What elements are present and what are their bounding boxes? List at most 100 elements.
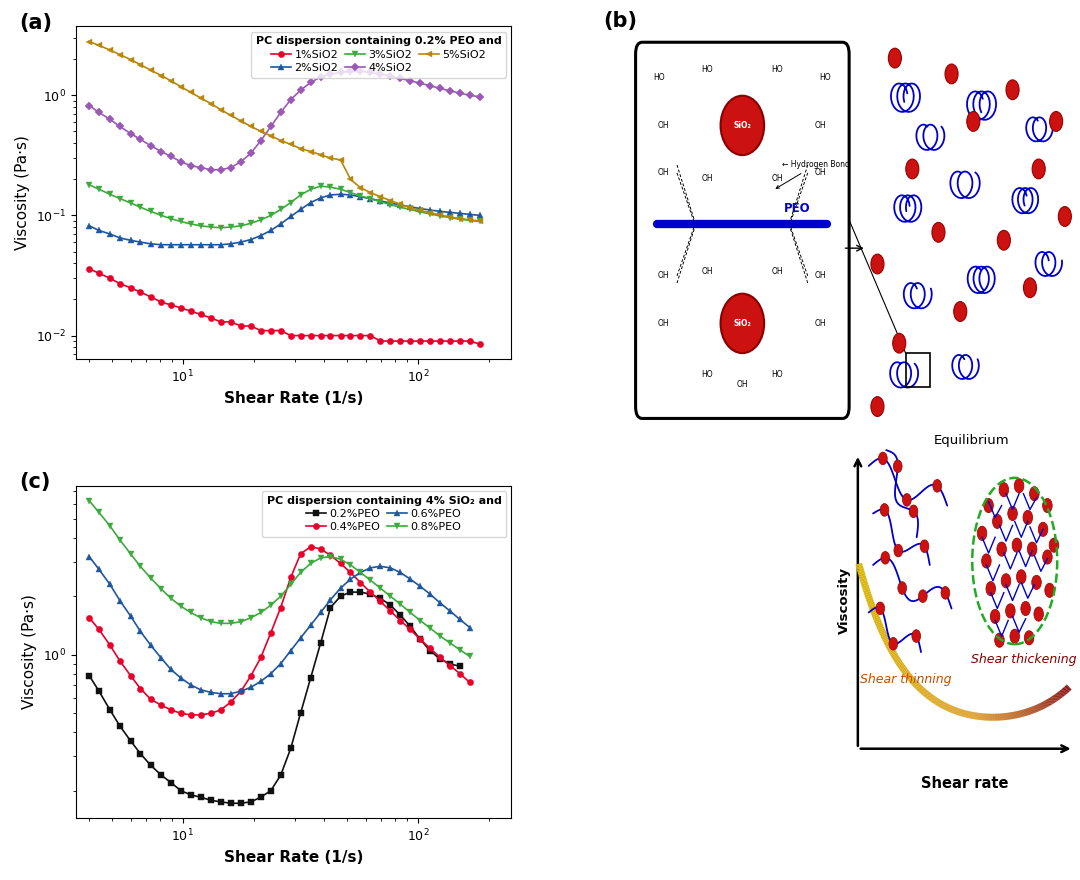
5%SiO2 bbox=[234, 116, 247, 127]
0.2%PEO bbox=[174, 785, 187, 796]
2%SiO2 bbox=[364, 194, 377, 204]
0.6%PEO bbox=[214, 688, 227, 699]
0.2%PEO bbox=[383, 600, 396, 611]
1%SiO2 bbox=[265, 326, 278, 336]
2%SiO2 bbox=[93, 225, 106, 236]
0.8%PEO bbox=[134, 561, 147, 572]
3%SiO2 bbox=[104, 189, 117, 200]
5%SiO2 bbox=[414, 205, 427, 216]
0.2%PEO bbox=[324, 602, 337, 612]
1%SiO2 bbox=[225, 317, 238, 327]
0.8%PEO bbox=[314, 553, 327, 563]
3%SiO2 bbox=[423, 209, 436, 219]
0.4%PEO bbox=[265, 627, 278, 638]
Text: OH: OH bbox=[771, 174, 783, 183]
Text: HO: HO bbox=[702, 65, 713, 75]
5%SiO2 bbox=[164, 76, 177, 86]
Ellipse shape bbox=[997, 542, 1007, 556]
3%SiO2 bbox=[185, 218, 198, 229]
4%SiO2 bbox=[423, 80, 436, 91]
Ellipse shape bbox=[1050, 112, 1063, 131]
1%SiO2 bbox=[185, 305, 198, 316]
1%SiO2 bbox=[104, 273, 117, 283]
4%SiO2 bbox=[394, 73, 407, 84]
4%SiO2 bbox=[144, 141, 157, 151]
5%SiO2 bbox=[444, 212, 457, 223]
Text: HO: HO bbox=[771, 370, 783, 379]
5%SiO2 bbox=[225, 110, 238, 121]
4%SiO2 bbox=[113, 121, 126, 132]
0.6%PEO bbox=[225, 688, 238, 699]
0.2%PEO bbox=[113, 721, 126, 731]
Ellipse shape bbox=[1029, 487, 1039, 501]
4%SiO2 bbox=[164, 151, 177, 162]
Ellipse shape bbox=[903, 494, 912, 506]
0.4%PEO bbox=[104, 640, 117, 650]
0.2%PEO bbox=[93, 686, 106, 696]
Ellipse shape bbox=[918, 590, 928, 603]
Ellipse shape bbox=[881, 552, 890, 564]
1%SiO2 bbox=[113, 278, 126, 289]
0.2%PEO bbox=[234, 798, 247, 809]
2%SiO2 bbox=[433, 206, 446, 216]
Ellipse shape bbox=[889, 637, 897, 650]
Line: 0.4%PEO: 0.4%PEO bbox=[86, 544, 473, 718]
Ellipse shape bbox=[1031, 576, 1041, 590]
Text: OH: OH bbox=[815, 271, 826, 281]
Text: Shear thickening: Shear thickening bbox=[971, 654, 1076, 666]
4%SiO2 bbox=[134, 134, 147, 144]
3%SiO2 bbox=[444, 212, 457, 223]
5%SiO2 bbox=[174, 81, 187, 92]
2%SiO2 bbox=[104, 229, 117, 239]
0.8%PEO bbox=[113, 534, 126, 545]
1%SiO2 bbox=[404, 336, 417, 347]
Ellipse shape bbox=[1001, 574, 1011, 588]
5%SiO2 bbox=[334, 155, 347, 165]
4%SiO2 bbox=[274, 107, 287, 118]
Text: OH: OH bbox=[702, 174, 713, 183]
4%SiO2 bbox=[364, 67, 377, 77]
4%SiO2 bbox=[374, 69, 387, 79]
Text: OH: OH bbox=[658, 271, 670, 281]
Ellipse shape bbox=[1034, 607, 1043, 621]
Text: Shear rate: Shear rate bbox=[921, 775, 1009, 790]
0.6%PEO bbox=[354, 568, 367, 578]
0.8%PEO bbox=[404, 607, 417, 618]
2%SiO2 bbox=[354, 192, 367, 202]
0.4%PEO bbox=[404, 624, 417, 634]
2%SiO2 bbox=[345, 190, 357, 201]
0.2%PEO bbox=[204, 796, 217, 806]
1%SiO2 bbox=[444, 336, 457, 347]
0.6%PEO bbox=[104, 579, 117, 590]
0.8%PEO bbox=[164, 593, 177, 604]
3%SiO2 bbox=[225, 222, 238, 232]
2%SiO2 bbox=[324, 190, 337, 201]
2%SiO2 bbox=[284, 211, 297, 222]
0.8%PEO bbox=[244, 612, 257, 623]
1%SiO2 bbox=[433, 336, 446, 347]
3%SiO2 bbox=[164, 213, 177, 224]
0.2%PEO bbox=[334, 591, 347, 602]
2%SiO2 bbox=[154, 239, 167, 250]
3%SiO2 bbox=[174, 216, 187, 227]
0.6%PEO bbox=[423, 589, 436, 599]
0.8%PEO bbox=[364, 575, 377, 585]
Ellipse shape bbox=[720, 96, 765, 155]
0.8%PEO bbox=[294, 568, 307, 578]
3%SiO2 bbox=[234, 221, 247, 231]
4%SiO2 bbox=[345, 66, 357, 77]
4%SiO2 bbox=[284, 94, 297, 105]
0.4%PEO bbox=[324, 550, 337, 561]
0.2%PEO bbox=[134, 748, 147, 759]
2%SiO2 bbox=[294, 204, 307, 215]
0.6%PEO bbox=[345, 574, 357, 584]
Ellipse shape bbox=[933, 480, 942, 492]
0.4%PEO bbox=[274, 602, 287, 612]
1%SiO2 bbox=[144, 291, 157, 302]
3%SiO2 bbox=[454, 214, 467, 224]
0.8%PEO bbox=[265, 600, 278, 611]
Ellipse shape bbox=[897, 582, 906, 594]
0.6%PEO bbox=[394, 568, 407, 578]
3%SiO2 bbox=[83, 180, 96, 190]
5%SiO2 bbox=[404, 202, 417, 213]
